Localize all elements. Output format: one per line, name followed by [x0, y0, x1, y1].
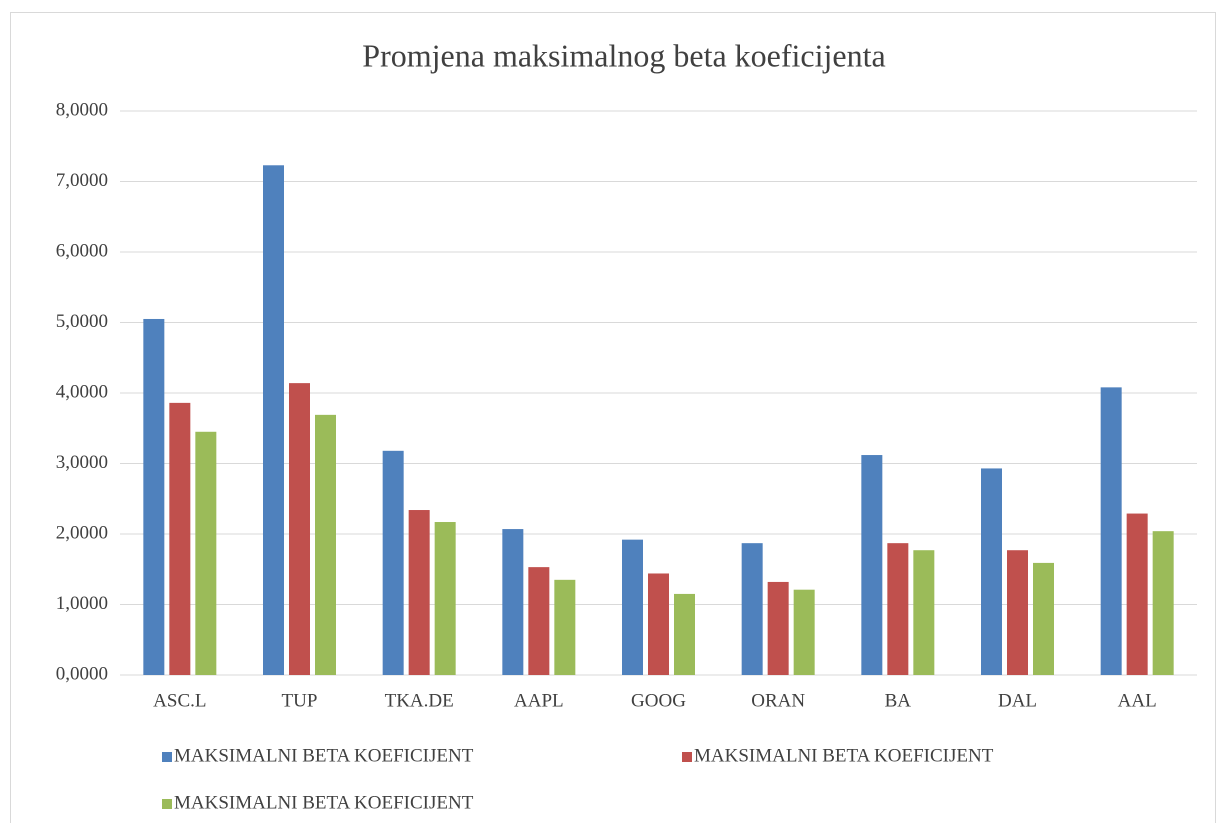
x-tick-label: ORAN [751, 690, 805, 711]
bar [528, 567, 550, 675]
x-tick-label: TKA.DE [385, 690, 454, 711]
bar [913, 550, 935, 675]
x-tick-label: ASC.L [153, 690, 206, 711]
bar [981, 468, 1002, 675]
y-tick-label: 3,0000 [56, 452, 108, 473]
chart-border [10, 12, 1216, 823]
bar [1126, 513, 1148, 675]
x-tick-label: DAL [998, 690, 1037, 711]
bar [793, 589, 815, 675]
y-tick-label: 4,0000 [56, 381, 108, 402]
legend-label: MAKSIMALNI BETA KOEFICIJENT [694, 745, 994, 766]
legend-swatch [162, 752, 172, 762]
chart-title: Promjena maksimalnog beta koeficijenta [362, 37, 885, 73]
bar [502, 529, 524, 675]
bar [408, 510, 430, 675]
bar [674, 593, 695, 675]
bar [622, 539, 643, 675]
x-tick-label: TUP [282, 690, 318, 711]
legend-label: MAKSIMALNI BETA KOEFICIJENT [174, 745, 474, 766]
bar [434, 522, 456, 675]
bar [263, 165, 284, 675]
bar [767, 581, 789, 675]
bar [382, 450, 404, 675]
x-tick-label: AAL [1118, 690, 1157, 711]
bar [289, 383, 310, 675]
bar [169, 402, 191, 675]
y-tick-label: 0,0000 [56, 663, 108, 684]
y-tick-label: 8,0000 [56, 99, 108, 120]
y-tick-label: 1,0000 [56, 593, 108, 614]
bar [554, 579, 576, 675]
bar [143, 318, 165, 675]
y-tick-label: 7,0000 [56, 170, 108, 191]
legend-swatch [682, 752, 692, 762]
legend-label: MAKSIMALNI BETA KOEFICIJENT [174, 792, 474, 813]
bar [1033, 562, 1054, 675]
y-tick-label: 6,0000 [56, 240, 108, 261]
bar [887, 543, 909, 675]
x-tick-label: AAPL [514, 690, 564, 711]
bar [195, 431, 217, 675]
bar [1007, 550, 1028, 675]
x-tick-label: GOOG [631, 690, 686, 711]
bar [315, 414, 336, 675]
legend-swatch [162, 799, 172, 809]
bar [1100, 387, 1122, 675]
y-tick-label: 5,0000 [56, 311, 108, 332]
x-tick-label: BA [885, 690, 912, 711]
bar [741, 543, 763, 675]
bar [861, 455, 883, 675]
bar [648, 573, 669, 675]
bar [1152, 531, 1174, 675]
y-tick-label: 2,0000 [56, 522, 108, 543]
